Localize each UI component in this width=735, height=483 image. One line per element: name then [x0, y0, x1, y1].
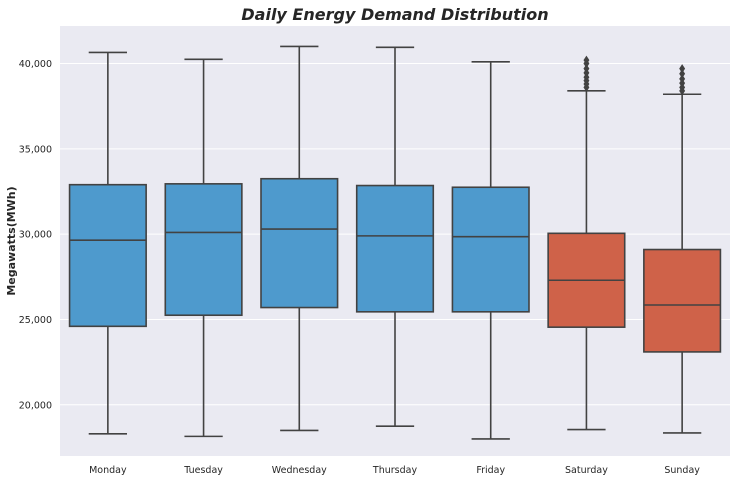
- x-axis-ticks: Monday Tuesday Wednesday Thursday Friday Satu…: [89, 465, 700, 476]
- x-tick-label: Friday: [476, 465, 505, 476]
- iqr-box: [260, 177, 339, 309]
- chart-title: Daily Energy Demand Distribution: [241, 5, 548, 24]
- outlier-point: [583, 64, 590, 74]
- box-friday: [451, 61, 530, 440]
- x-tick-label: Saturday: [565, 465, 608, 476]
- iqr-box: [355, 184, 435, 313]
- outlier-point: [679, 74, 686, 84]
- box-saturday: [547, 55, 626, 431]
- box-wednesday: [260, 45, 339, 432]
- x-tick-label: Thursday: [372, 465, 418, 476]
- x-tick-label: Sunday: [664, 465, 700, 476]
- boxes: [68, 45, 722, 440]
- y-tick-label: 40,000: [19, 59, 52, 70]
- x-tick-label: Tuesday: [183, 465, 223, 476]
- x-tick-label: Wednesday: [272, 465, 327, 476]
- iqr-box: [68, 183, 147, 328]
- y-axis-label: Megawatts(MWh): [5, 186, 18, 295]
- iqr-box: [164, 183, 243, 317]
- box-sunday: [643, 64, 722, 434]
- y-tick-label: 20,000: [19, 400, 52, 411]
- iqr-box: [451, 186, 530, 313]
- y-axis-ticks: 20,000 25,000 30,000 35,000 40,000: [19, 59, 52, 411]
- iqr-box: [643, 248, 722, 353]
- box-thursday: [355, 46, 435, 427]
- outlier-point: [679, 69, 686, 79]
- y-tick-label: 30,000: [19, 230, 52, 241]
- x-tick-label: Monday: [89, 465, 127, 476]
- box-monday: [68, 51, 147, 435]
- y-tick-label: 25,000: [19, 315, 52, 326]
- outlier-point: [583, 55, 590, 65]
- outlier-point: [679, 64, 686, 74]
- y-tick-label: 35,000: [19, 144, 52, 155]
- box-tuesday: [164, 58, 243, 438]
